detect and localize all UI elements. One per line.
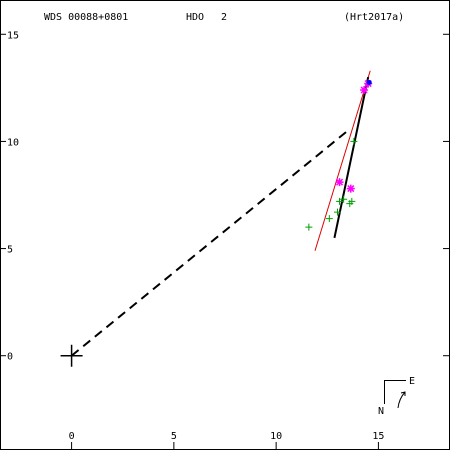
orbit-lines bbox=[70, 70, 371, 357]
measurement-point-green bbox=[334, 208, 341, 216]
x-tick-label: 15 bbox=[372, 431, 384, 442]
compass: E N bbox=[378, 376, 415, 417]
compass-north-label: N bbox=[378, 406, 384, 417]
measurement-point-green bbox=[336, 197, 344, 205]
measurement-points bbox=[305, 79, 373, 231]
measurement-point-green bbox=[340, 195, 348, 203]
latest-measurement-point bbox=[366, 80, 372, 85]
x-tick-label: 0 bbox=[69, 431, 75, 442]
wds-designation: WDS 00088+0801 bbox=[44, 12, 128, 23]
measurement-point-green bbox=[350, 137, 358, 145]
axis-ticks: 0 5 10 15 0 5 10 15 bbox=[0, 30, 450, 449]
measurement-point-green bbox=[325, 215, 333, 223]
y-tick-label: 15 bbox=[7, 30, 19, 41]
discoverer-number: 2 bbox=[221, 12, 227, 23]
measurement-point-magenta bbox=[360, 86, 369, 94]
x-tick-label: 10 bbox=[270, 431, 282, 442]
discoverer-code: HDO bbox=[186, 12, 204, 23]
measurement-point-green bbox=[305, 223, 313, 231]
primary-star-marker bbox=[60, 344, 83, 367]
y-tick-label: 0 bbox=[7, 352, 13, 363]
measurement-point-magenta bbox=[346, 184, 355, 193]
orbit-arc bbox=[333, 76, 370, 239]
measurement-point-magenta bbox=[335, 178, 344, 187]
fitted-line bbox=[314, 70, 371, 251]
compass-east-label: E bbox=[409, 376, 415, 387]
orbit-reference: (Hrt2017a) bbox=[344, 12, 404, 23]
primary-star-cross bbox=[60, 344, 83, 367]
x-tick-label: 5 bbox=[171, 431, 177, 442]
y-tick-label: 10 bbox=[7, 137, 19, 148]
y-tick-label: 5 bbox=[7, 245, 13, 256]
motion-direction-arrow bbox=[397, 391, 406, 409]
measurement-point-green bbox=[348, 197, 356, 205]
